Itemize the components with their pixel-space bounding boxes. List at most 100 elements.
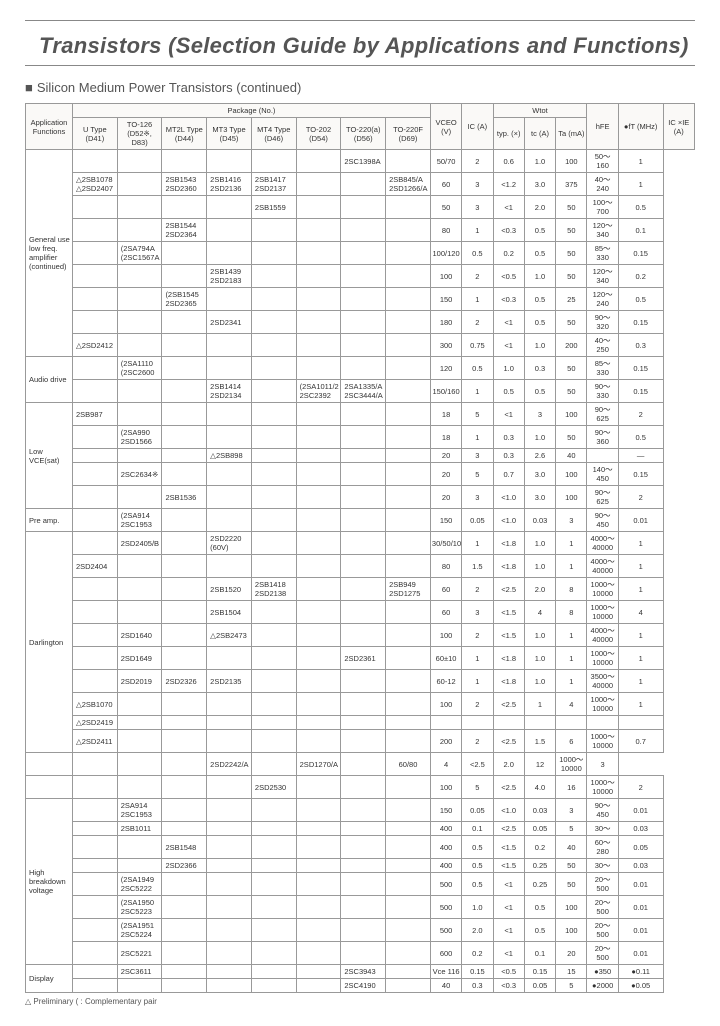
spec-cell: 0.75 <box>462 334 493 357</box>
spec-cell: 0.7 <box>618 730 663 753</box>
pkg-cell <box>162 311 207 334</box>
pkg-cell <box>386 219 431 242</box>
spec-cell: 1 <box>618 555 663 578</box>
col-package: Package (No.) <box>72 104 430 118</box>
pkg-cell: 2SD2530 <box>251 776 296 799</box>
pkg-cell <box>341 311 386 334</box>
spec-cell: 300 <box>430 334 461 357</box>
pkg-cell <box>341 486 386 509</box>
app-cell: Pre amp. <box>26 509 73 532</box>
pkg-cell <box>341 859 386 873</box>
pkg-cell <box>386 426 431 449</box>
pkg-cell <box>251 601 296 624</box>
spec-cell: 20～500 <box>587 896 618 919</box>
spec-cell: 0.15 <box>618 357 663 380</box>
pkg-cell <box>162 380 207 403</box>
spec-cell: 50 <box>430 196 461 219</box>
pkg-cell <box>207 799 252 822</box>
spec-cell: 1 <box>556 555 587 578</box>
spec-cell: 0.6 <box>493 150 524 173</box>
spec-cell: 1.0 <box>524 532 555 555</box>
spec-cell: 100 <box>556 896 587 919</box>
spec-cell: 0.05 <box>462 799 493 822</box>
spec-cell: 0.01 <box>618 799 663 822</box>
spec-cell: 1.0 <box>524 426 555 449</box>
spec-cell: 50 <box>556 196 587 219</box>
spec-cell: 25 <box>556 288 587 311</box>
pkg-cell <box>72 288 117 311</box>
spec-cell: <2.5 <box>462 753 493 776</box>
spec-cell: 3 <box>587 753 618 776</box>
pkg-cell <box>72 463 117 486</box>
spec-cell: 120～340 <box>587 265 618 288</box>
pkg-cell <box>251 979 296 993</box>
pkg-cell <box>162 942 207 965</box>
pkg-cell <box>72 532 117 555</box>
pkg-cell <box>207 486 252 509</box>
col-wtot: Wtot <box>493 104 587 118</box>
spec-cell: 40～250 <box>587 334 618 357</box>
spec-cell: 0.2 <box>618 265 663 288</box>
pkg-cell <box>386 403 431 426</box>
spec-cell: 90～625 <box>587 403 618 426</box>
spec-cell: 5 <box>462 776 493 799</box>
pkg-cell <box>386 873 431 896</box>
pkg-cell <box>117 601 162 624</box>
pkg-cell: 2SD1640 <box>117 624 162 647</box>
pkg-cell <box>207 150 252 173</box>
spec-cell: 50 <box>556 219 587 242</box>
spec-cell: 60～280 <box>587 836 618 859</box>
pkg-cell <box>341 509 386 532</box>
pkg-cell <box>72 822 117 836</box>
spec-cell: 375 <box>556 173 587 196</box>
spec-cell: 3 <box>462 449 493 463</box>
spec-cell: <1 <box>493 334 524 357</box>
spec-cell: 2 <box>618 776 663 799</box>
spec-cell: 50 <box>556 873 587 896</box>
pkg-cell <box>251 288 296 311</box>
pkg-cell <box>72 357 117 380</box>
pkg-cell <box>341 532 386 555</box>
pkg-cell <box>341 242 386 265</box>
pkg-cell: 2SD2019 <box>117 670 162 693</box>
pkg-cell <box>117 403 162 426</box>
pkg-cell <box>341 836 386 859</box>
spec-cell: 60±10 <box>430 647 461 670</box>
spec-cell: 50/70 <box>430 150 461 173</box>
spec-cell: 2 <box>462 265 493 288</box>
spec-cell: 80 <box>430 219 461 242</box>
pkg-cell <box>162 647 207 670</box>
pkg-cell <box>72 219 117 242</box>
app-cell: Display <box>26 965 73 993</box>
spec-cell: 1.0 <box>524 265 555 288</box>
pkg-cell <box>26 753 73 776</box>
spec-cell: 4000～40000 <box>587 555 618 578</box>
spec-cell: 1 <box>618 647 663 670</box>
app-cell: Low VCE(sat) <box>26 403 73 509</box>
spec-cell: 1 <box>462 670 493 693</box>
pkg-cell <box>296 578 341 601</box>
spec-cell: 40～240 <box>587 173 618 196</box>
spec-cell: ●350 <box>587 965 618 979</box>
spec-cell: 1.0 <box>524 624 555 647</box>
pkg-cell <box>162 693 207 716</box>
spec-cell: 50 <box>556 311 587 334</box>
spec-cell: Vce 116 <box>430 965 461 979</box>
spec-cell: 20～500 <box>587 873 618 896</box>
pkg-cell: 2SD1649 <box>117 647 162 670</box>
spec-cell: 30～ <box>587 859 618 873</box>
pkg-cell <box>341 896 386 919</box>
pkg-cell <box>341 919 386 942</box>
subtitle: Silicon Medium Power Transistors (contin… <box>25 80 695 95</box>
pkg-cell <box>207 463 252 486</box>
pkg-cell <box>117 730 162 753</box>
spec-cell <box>493 716 524 730</box>
col-hfe: hFE <box>587 104 618 150</box>
spec-cell: 4000～40000 <box>587 532 618 555</box>
spec-cell: 1 <box>618 578 663 601</box>
pkg-cell: △2SD2411 <box>72 730 117 753</box>
spec-cell: 2 <box>462 578 493 601</box>
pkg-cell <box>251 426 296 449</box>
spec-cell: 3.0 <box>524 173 555 196</box>
pkg-cell <box>296 601 341 624</box>
